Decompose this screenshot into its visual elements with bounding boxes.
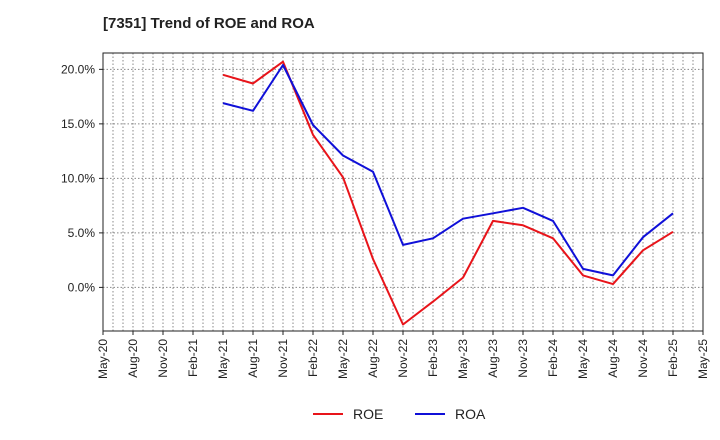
plot-frame [102,52,704,332]
x-tick-label: Feb-24 [546,339,560,377]
y-tick-label: 10.0% [61,171,95,185]
x-tick-label: Nov-24 [636,339,650,378]
x-tick-label: Aug-21 [246,339,260,378]
series-line-roe [222,60,674,326]
x-tick-label: May-24 [576,339,590,379]
x-tick-label: Feb-22 [306,339,320,377]
legend-label-roa: ROA [455,406,486,422]
y-tick-label: 15.0% [61,117,95,131]
grid-lines [103,53,704,331]
x-tick-label: Nov-20 [156,339,170,378]
y-tick-label: 20.0% [61,62,95,76]
x-tick-label: Aug-22 [366,339,380,378]
x-tick-label: Feb-21 [186,339,200,377]
x-tick-label: May-25 [696,339,710,379]
x-tick-label: May-23 [456,339,470,379]
x-tick-label: Aug-20 [126,339,140,378]
x-tick-label: May-22 [336,339,350,379]
x-tick-label: May-21 [216,339,230,379]
chart-title: [7351] Trend of ROE and ROA [103,15,315,32]
x-tick-label: Aug-23 [486,339,500,378]
x-tick-label: Aug-24 [606,339,620,378]
y-tick-label: 5.0% [68,226,96,240]
legend-label-roe: ROE [353,406,383,422]
x-tick-label: Nov-22 [396,339,410,378]
x-tick-label: Nov-21 [276,339,290,378]
x-tick-label: Feb-25 [666,339,680,377]
x-tick-label: May-20 [96,339,110,379]
x-tick-label: Nov-23 [516,339,530,378]
y-tick-label: 0.0% [68,280,96,294]
series-line-roa [222,64,674,277]
x-tick-label: Feb-23 [426,339,440,377]
